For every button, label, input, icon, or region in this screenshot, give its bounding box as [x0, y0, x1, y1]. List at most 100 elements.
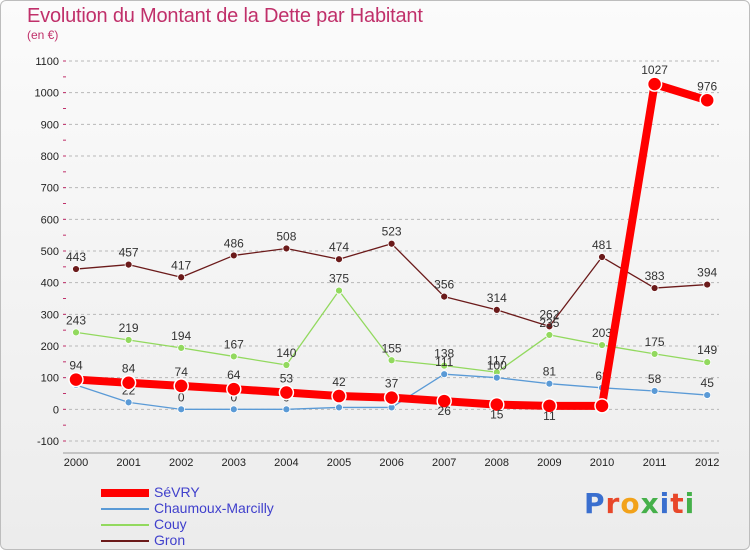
data-point-gron [282, 244, 291, 253]
data-label-gron: 417 [171, 258, 191, 272]
y-tick-label: 0 [53, 404, 59, 416]
data-label-couy: 235 [539, 316, 559, 330]
data-label-s-vry: 26 [438, 404, 452, 418]
data-point-gron [229, 251, 238, 260]
data-label-s-vry: 84 [122, 362, 136, 376]
data-label-couy: 243 [66, 313, 86, 327]
data-label-s-vry: 15 [490, 408, 504, 422]
data-point-s-vry [699, 92, 715, 109]
data-label-s-vry: 42 [332, 375, 346, 389]
x-tick-label: 2001 [116, 457, 140, 469]
data-point-chaumoux-marcilly [177, 405, 186, 414]
data-label-s-vry: 53 [280, 372, 294, 386]
data-label-chaumoux-marcilly: 100 [487, 359, 507, 373]
data-point-s-vry [278, 384, 295, 401]
data-point-couy [387, 356, 396, 365]
logo-letter: o [620, 487, 641, 520]
data-point-couy [282, 361, 291, 369]
data-label-gron: 262 [539, 307, 559, 321]
x-tick-label: 2010 [590, 457, 614, 469]
data-point-gron [492, 305, 501, 314]
data-point-gron [124, 260, 133, 269]
data-point-s-vry [173, 378, 189, 394]
data-label-couy: 375 [329, 272, 349, 286]
data-label-couy: 194 [171, 329, 191, 343]
data-label-gron: 457 [119, 246, 139, 260]
data-label-couy: 149 [697, 343, 717, 357]
y-tick-label: 700 [41, 183, 59, 195]
proxiti-logo: Proxiti [584, 487, 695, 520]
y-tick-label: 1000 [35, 88, 59, 100]
data-point-couy [72, 328, 80, 337]
x-tick-label: 2006 [379, 457, 403, 469]
data-label-gron: 383 [645, 269, 665, 283]
data-point-gron [545, 322, 554, 331]
legend-item-couy: Couy [101, 516, 361, 533]
data-point-chaumoux-marcilly [229, 405, 238, 414]
legend-label-couy: Couy [154, 516, 187, 532]
data-point-gron [440, 292, 449, 301]
logo-letter: x [640, 487, 660, 520]
data-label-couy: 203 [592, 326, 612, 340]
data-point-gron [335, 255, 343, 264]
data-point-couy [124, 336, 133, 344]
data-point-couy [229, 352, 238, 361]
legend-swatch-gron [101, 540, 149, 542]
y-tick-label: 900 [41, 119, 59, 131]
x-tick-label: 2004 [274, 457, 298, 469]
chart-subtitle: (en €) [27, 28, 59, 42]
data-label-gron: 394 [697, 266, 717, 280]
data-point-s-vry [120, 374, 137, 391]
data-point-couy [335, 286, 343, 295]
data-point-s-vry [489, 396, 505, 413]
logo-letter: P [584, 487, 606, 520]
data-label-couy: 175 [645, 335, 665, 349]
logo-letter: i [684, 487, 696, 520]
y-tick-label: 800 [41, 151, 59, 163]
data-label-s-vry: 94 [69, 359, 83, 373]
data-point-s-vry [541, 398, 558, 414]
legend-item-gron: Gron [101, 532, 361, 549]
data-label-couy: 155 [382, 341, 402, 355]
data-point-couy [703, 358, 712, 367]
data-point-couy [177, 343, 186, 352]
data-label-s-vry: 64 [227, 368, 241, 382]
data-label-gron: 356 [434, 278, 454, 292]
data-point-chaumoux-marcilly [282, 405, 291, 414]
data-label-gron: 443 [66, 250, 86, 264]
data-point-gron [703, 280, 712, 289]
data-label-chaumoux-marcilly: 45 [701, 376, 715, 390]
x-tick-label: 2003 [222, 457, 246, 469]
data-point-chaumoux-marcilly [703, 391, 712, 399]
data-label-s-vry: 74 [175, 365, 189, 379]
data-label-couy: 117 [487, 353, 506, 367]
data-label-gron: 314 [487, 291, 507, 305]
logo-letter: t [670, 487, 685, 520]
data-label-gron: 508 [276, 229, 296, 243]
data-label-chaumoux-marcilly: 111 [435, 355, 454, 369]
data-label-couy: 138 [434, 347, 454, 361]
data-label-gron: 486 [224, 236, 244, 250]
data-point-gron [72, 265, 80, 273]
data-label-chaumoux-marcilly: 58 [648, 372, 662, 386]
data-point-gron [387, 239, 396, 248]
data-point-s-vry [594, 398, 610, 414]
data-label-chaumoux-marcilly: 0 [178, 390, 185, 404]
y-tick-label: 100 [41, 373, 59, 385]
x-tick-label: 2000 [64, 457, 88, 469]
x-tick-label: 2005 [327, 457, 351, 469]
legend-label-gron: Gron [154, 532, 186, 548]
data-point-couy [440, 361, 449, 370]
data-label-s-vry: 1027 [641, 63, 668, 77]
legend-label-chaumoux-marcilly: Chaumoux-Marcilly [154, 500, 274, 516]
data-label-gron: 474 [329, 240, 349, 254]
data-point-chaumoux-marcilly [335, 403, 343, 412]
data-label-chaumoux-marcilly: 81 [543, 365, 557, 379]
y-tick-label: 200 [41, 341, 59, 353]
legend-label-sevry: SéVRY [154, 484, 200, 500]
data-point-gron [177, 273, 186, 282]
y-tick-label: -100 [37, 436, 59, 448]
data-label-gron: 523 [382, 225, 402, 239]
data-point-s-vry [226, 381, 242, 397]
legend-item-sevry: SéVRY [101, 484, 361, 501]
